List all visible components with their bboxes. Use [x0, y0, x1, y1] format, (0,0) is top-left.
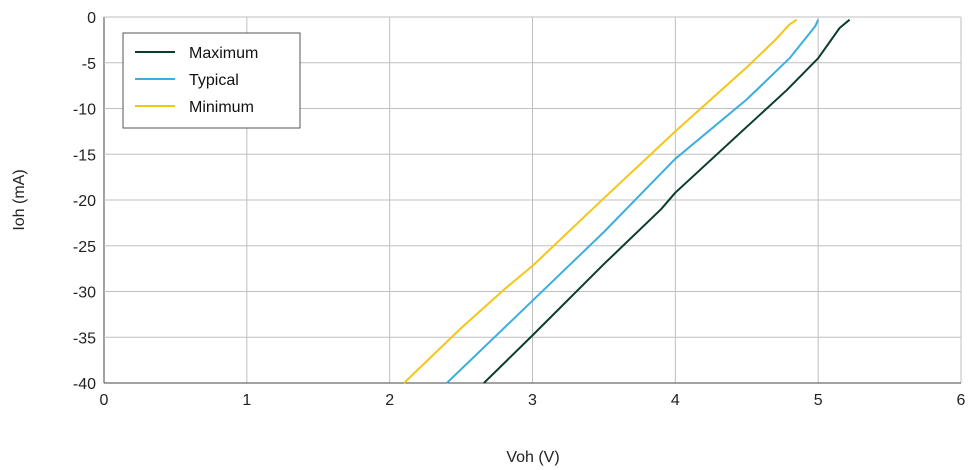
y-axis-title: Ioh (mA)	[11, 169, 28, 230]
legend-label-maximum: Maximum	[189, 45, 258, 62]
y-tick-label: -20	[73, 193, 96, 210]
series-line-minimum	[403, 18, 798, 384]
x-axis-title: Voh (V)	[506, 449, 559, 466]
x-tick-label: 0	[100, 392, 109, 409]
series-line-maximum	[483, 18, 851, 384]
x-tick-label: 2	[385, 392, 394, 409]
x-tick-label: 1	[242, 392, 251, 409]
series-line-typical	[446, 19, 820, 384]
legend-label-minimum: Minimum	[189, 99, 254, 116]
y-tick-label: -10	[73, 102, 96, 119]
y-tick-label: -15	[73, 147, 96, 164]
x-tick-label: 5	[814, 392, 823, 409]
y-tick-label: -25	[73, 239, 96, 256]
legend-box	[122, 32, 301, 129]
y-tick-label: -35	[73, 330, 96, 347]
x-tick-label: 4	[671, 392, 680, 409]
series-layer	[403, 18, 851, 384]
legend-label-typical: Typical	[189, 72, 239, 89]
legend: Maximum Typical Minimum	[122, 32, 301, 129]
grid	[103, 16, 962, 384]
y-tick-label: -40	[73, 376, 96, 393]
x-tick-label: 6	[957, 392, 966, 409]
x-tick-label: 3	[528, 392, 537, 409]
y-tick-label: -5	[82, 56, 96, 73]
y-tick-label: -30	[73, 285, 96, 302]
tick-labels: 0 1 2 3 4 5 6 0 -5 -10 -15 -20 -25 -30 -35 -40	[73, 10, 966, 409]
y-tick-label: 0	[87, 10, 96, 27]
